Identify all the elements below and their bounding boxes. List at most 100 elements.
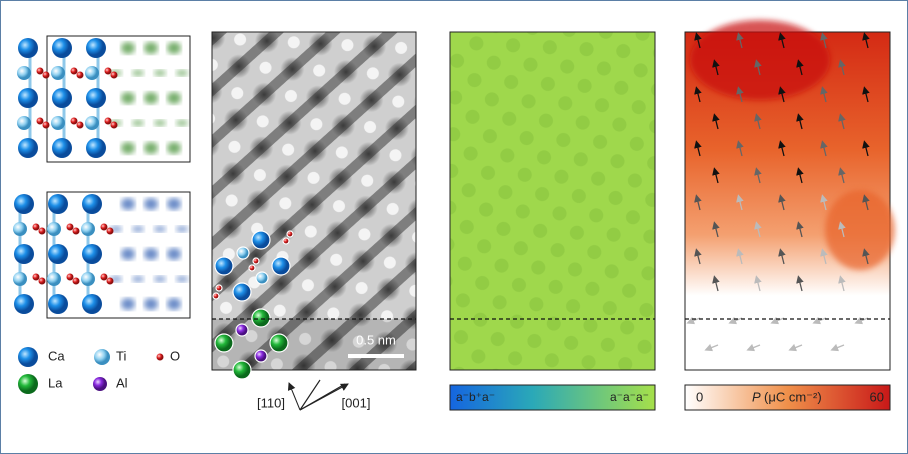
ca-atom <box>18 88 38 108</box>
tilt-map <box>449 31 656 371</box>
arrow-110 <box>287 382 301 411</box>
o-atom <box>42 121 50 129</box>
polarization-arrow <box>712 167 720 184</box>
ti-atom <box>236 246 250 260</box>
blurred-atom <box>176 276 188 282</box>
blurred-atom <box>154 276 166 282</box>
legend-icon <box>93 377 107 391</box>
la-atom <box>251 308 271 328</box>
o-atom <box>106 277 114 285</box>
polarization-arrow <box>862 86 870 103</box>
al-atom <box>254 349 268 363</box>
blurred-atom <box>121 142 135 154</box>
ti-atom <box>17 66 31 80</box>
blurred-atom <box>167 142 181 154</box>
blurred-atom <box>176 120 188 126</box>
o-atom <box>72 227 80 235</box>
blurred-atom <box>154 120 166 126</box>
polarization-arrow <box>754 113 762 130</box>
ti-atom <box>13 222 27 236</box>
polarization-arrows <box>686 32 870 352</box>
blurred-atom <box>121 42 135 54</box>
colorbar-symbol: P <box>752 389 761 404</box>
o-atom <box>36 117 44 125</box>
o-atom <box>212 292 220 300</box>
o-atom <box>38 277 46 285</box>
o-atom <box>70 67 78 75</box>
ca-atom <box>271 256 291 276</box>
ti-atom <box>85 116 99 130</box>
polarization-arrow <box>820 140 828 157</box>
polarization-arrow <box>854 316 869 325</box>
polarization-arrow <box>736 32 744 49</box>
polarization-arrow <box>778 86 786 103</box>
polarization-arrow <box>812 316 827 325</box>
o-atom <box>104 67 112 75</box>
polarization-arrow <box>796 275 804 292</box>
o-atom <box>110 121 118 129</box>
polarization-arrow <box>754 59 762 76</box>
ca-atom <box>86 38 106 58</box>
ti-atom <box>17 116 31 130</box>
ca-atom <box>82 244 102 264</box>
o-atom <box>32 273 40 281</box>
colorbar-min: 0 <box>696 389 703 404</box>
blurred-atom <box>121 248 135 260</box>
polarization-arrow <box>862 248 870 265</box>
polarization-arrow <box>820 194 828 211</box>
scale-bar-label: 0.5 nm <box>356 332 396 347</box>
o-atom <box>282 237 290 245</box>
blurred-atom <box>132 276 144 282</box>
blurred-atom <box>121 198 135 210</box>
polarization-arrow <box>694 140 702 157</box>
la-atom <box>232 360 252 380</box>
polarization-arrow <box>778 140 786 157</box>
o-atom <box>252 257 260 265</box>
polarization-arrow <box>694 86 702 103</box>
ca-atom <box>52 38 72 58</box>
blurred-atom <box>132 70 144 76</box>
polarization-arrow <box>694 32 702 49</box>
ca-atom <box>86 88 106 108</box>
ca-atom <box>48 294 68 314</box>
blurred-atom <box>121 298 135 310</box>
polarization-arrow <box>770 316 785 325</box>
blurred-atom <box>176 70 188 76</box>
polarization-arrow <box>712 275 720 292</box>
legend-label: La <box>48 375 63 390</box>
polarization-arrow <box>736 86 744 103</box>
legend-icon <box>18 374 38 394</box>
legend-label: Al <box>116 375 128 390</box>
ti-atom <box>13 272 27 286</box>
polarization-arrow <box>820 32 828 49</box>
polarization-arrow <box>838 221 846 238</box>
polarization-arrow <box>686 316 701 325</box>
o-atom <box>248 264 256 272</box>
polarization-arrow <box>796 221 804 238</box>
polarization-arrow <box>712 113 720 130</box>
direction-label: [001] <box>342 395 371 410</box>
blurred-atom <box>176 226 188 232</box>
polarization-arrow <box>830 343 845 352</box>
blurred-atom <box>167 248 181 260</box>
polarization-arrow <box>862 32 870 49</box>
tilt-colorbar <box>449 384 656 411</box>
legend-icon <box>94 349 110 365</box>
ca-atom <box>18 138 38 158</box>
crystal-structures <box>13 35 191 319</box>
polarization-arrow <box>694 194 702 211</box>
al-atom <box>235 323 249 337</box>
o-atom <box>42 71 50 79</box>
polarization-arrow <box>736 140 744 157</box>
o-atom <box>104 117 112 125</box>
colorbar-max: 60 <box>870 389 884 404</box>
ca-atom <box>48 244 68 264</box>
polarization-arrow <box>778 32 786 49</box>
polarization-arrow <box>838 167 846 184</box>
polarization-arrow <box>712 59 720 76</box>
arrow-001 <box>299 383 349 411</box>
o-atom <box>110 71 118 79</box>
blurred-atom <box>167 298 181 310</box>
blurred-atom <box>144 92 158 104</box>
stem-image <box>211 31 417 371</box>
